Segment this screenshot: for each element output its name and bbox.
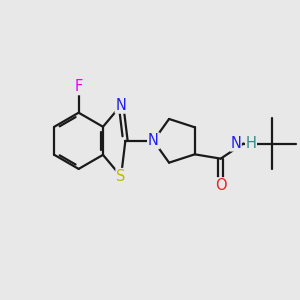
Text: O: O <box>215 178 226 193</box>
Text: N: N <box>230 136 241 151</box>
Text: H: H <box>246 136 256 151</box>
Text: S: S <box>116 169 126 184</box>
Text: F: F <box>74 79 83 94</box>
Text: N: N <box>148 133 159 148</box>
Text: N: N <box>116 98 127 113</box>
